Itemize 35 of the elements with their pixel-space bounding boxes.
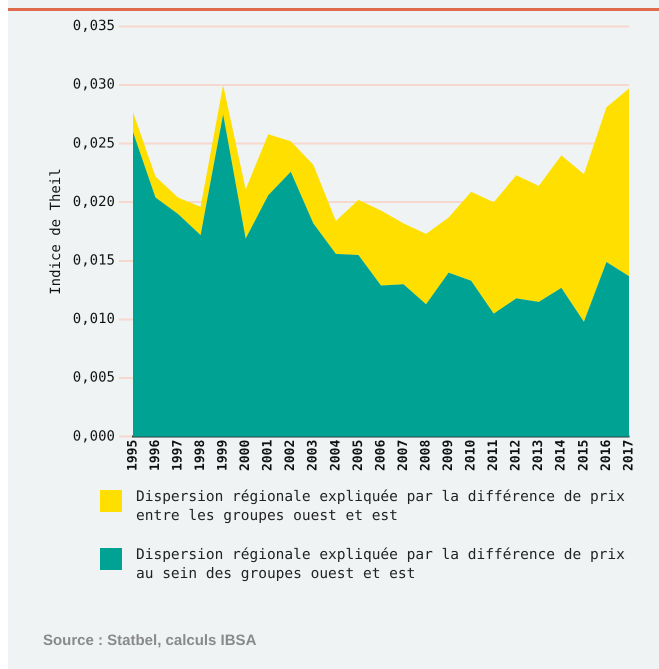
x-tick-label: 2012: [508, 440, 524, 472]
x-tick-label: 2008: [418, 440, 434, 472]
x-tick-label: 2017: [621, 440, 636, 472]
x-tick-label: 2013: [531, 440, 546, 472]
x-tick-label: 1998: [192, 440, 208, 472]
x-tick-label: 2009: [440, 440, 456, 472]
y-tick-label: 0,035: [72, 18, 115, 34]
x-tick-label: 2006: [373, 440, 388, 472]
y-tick-label: 0,000: [72, 428, 115, 444]
x-tick-label: 1995: [125, 440, 140, 472]
x-tick-label: 2004: [328, 440, 344, 472]
y-tick-label: 0,030: [72, 76, 115, 93]
y-axis-title: Indice de Theil: [48, 168, 64, 295]
source-note: Source : Statbel, calculs IBSA: [43, 632, 256, 649]
legend-label: Dispersion régionale expliquée par la différence de prix au sein des groupes ouest et est: [136, 546, 626, 584]
x-tick-label: 2011: [486, 440, 502, 472]
x-tick-label: 2000: [238, 440, 254, 472]
x-tick-label: 2002: [283, 440, 298, 472]
x-tick-label: 2016: [598, 440, 614, 472]
x-tick-label: 1999: [216, 440, 231, 472]
legend-label: Dispersion régionale expliquée par la différence de prix entre les groupes ouest et est: [136, 488, 626, 526]
x-tick-label: 2003: [306, 440, 321, 472]
x-tick-label: 1997: [170, 440, 186, 472]
x-tick-label: 2015: [576, 440, 592, 472]
y-tick-label: 0,025: [72, 135, 115, 152]
x-tick-label: 2010: [464, 440, 479, 472]
y-tick-label: 0,010: [72, 311, 115, 328]
y-tick-label: 0,020: [72, 194, 115, 210]
x-tick-label: 2007: [396, 440, 411, 472]
x-tick-label: 1996: [148, 440, 163, 472]
y-tick-label: 0,015: [72, 252, 115, 268]
x-tick-label: 2005: [350, 440, 366, 472]
x-tick-label: 2014: [554, 440, 569, 472]
y-tick-label: 0,005: [72, 370, 115, 386]
x-tick-label: 2001: [260, 440, 276, 472]
